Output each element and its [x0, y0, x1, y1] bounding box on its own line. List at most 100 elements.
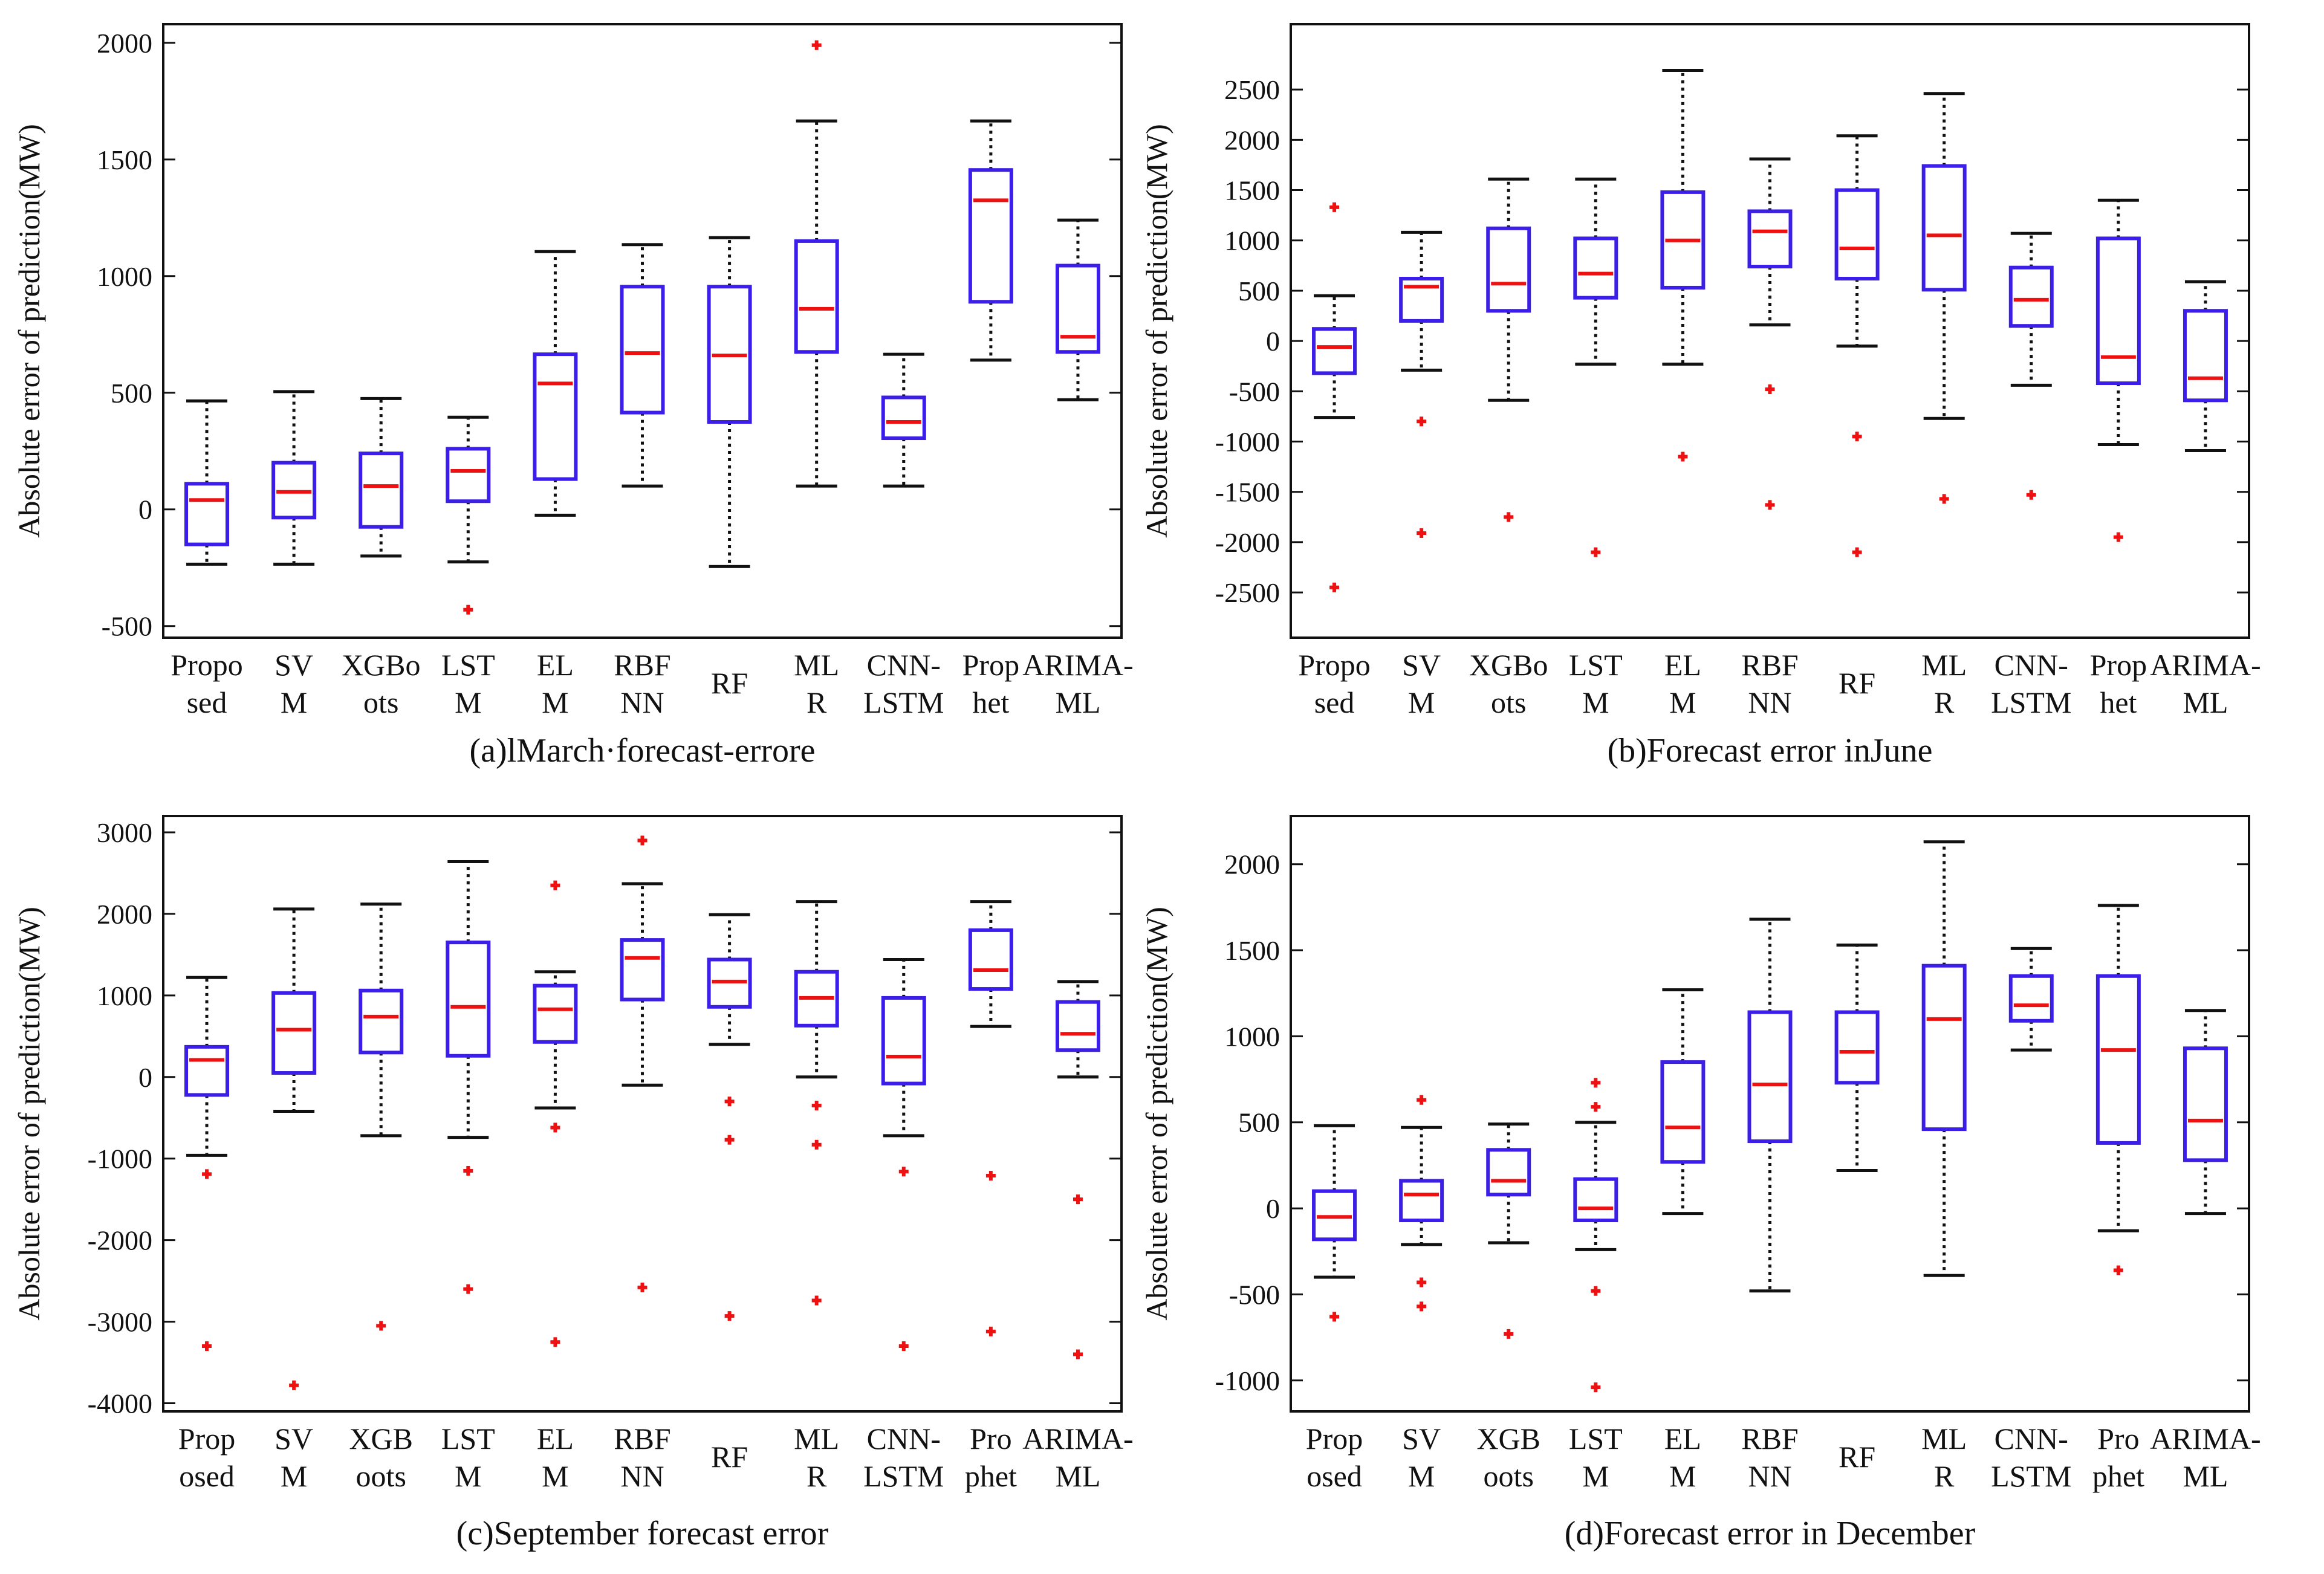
outlier-marker [376, 1321, 386, 1331]
panel-caption: (d)Forecast error in December [1565, 1515, 1976, 1552]
outlier-marker [463, 1284, 473, 1294]
outlier-marker [1852, 547, 1862, 557]
outlier-marker [289, 1380, 299, 1390]
iqr-box [1747, 209, 1793, 269]
iqr-box [1660, 1060, 1706, 1164]
x-category-label: CNN-LSTM [1991, 1422, 2071, 1493]
x-category-label: RF [711, 1440, 748, 1474]
x-category-label: SV M [274, 648, 313, 719]
iqr-box [2183, 309, 2228, 403]
outlier-marker [2113, 1265, 2123, 1275]
x-category-label: ML R [1921, 1422, 1967, 1493]
outlier-marker [2026, 490, 2036, 500]
outlier-marker [985, 1171, 996, 1181]
iqr-box [1486, 226, 1531, 313]
x-category-label: LST M [441, 1422, 495, 1493]
y-tick-label: 500 [111, 378, 152, 409]
outlier-marker [898, 1167, 909, 1177]
box-2: SV M [1399, 230, 1444, 719]
x-category-label: RBF NN [1741, 648, 1799, 719]
iqr-box [1573, 1177, 1618, 1223]
iqr-box [968, 168, 1013, 304]
y-tick-label: 0 [1266, 326, 1280, 357]
x-category-label: CNN-LSTM [863, 1422, 944, 1493]
x-category-label: EL M [1664, 648, 1701, 719]
outlier-marker [463, 604, 473, 615]
y-axis-title: Absolute error of prediction(MW) [12, 124, 46, 538]
y-axis-title: Absolute error of prediction(MW) [1140, 124, 1173, 538]
outlier-marker [1591, 1078, 1601, 1088]
box-7: RF [1834, 944, 1880, 1474]
box-11: ARIMA-ML [1022, 218, 1134, 719]
outlier-marker [1073, 1194, 1083, 1205]
outlier-marker [811, 1101, 822, 1111]
iqr-box [184, 1044, 230, 1097]
y-tick-label: 500 [1238, 1107, 1280, 1138]
iqr-box [2183, 1046, 2228, 1162]
y-axis-title: Absolute error of prediction(MW) [12, 907, 46, 1321]
iqr-box [359, 988, 404, 1055]
plot-frame [1290, 23, 2250, 639]
iqr-box [446, 941, 491, 1058]
y-tick-label: 1000 [1224, 225, 1280, 256]
box-5: EL M [1660, 69, 1706, 719]
x-category-label: RF [1839, 666, 1875, 700]
outlier-marker [811, 1295, 822, 1306]
outlier-marker [550, 880, 560, 890]
box-4: LST M [441, 860, 495, 1493]
outlier-marker [2113, 532, 2123, 542]
outlier-marker [1329, 582, 1340, 592]
y-tick-label: 2500 [1224, 74, 1280, 105]
outlier-marker [1417, 528, 1427, 538]
iqr-box [881, 996, 926, 1086]
panel-caption: (b)Forecast error inJune [1607, 732, 1932, 769]
box-2: SV M [271, 907, 317, 1493]
outlier-marker [1678, 452, 1688, 462]
y-axis-title: Absolute error of prediction(MW) [1140, 907, 1173, 1321]
y-tick-label: 0 [138, 494, 152, 525]
outlier-marker [637, 835, 648, 846]
y-tick-label: 2000 [97, 28, 152, 59]
iqr-box [1055, 1000, 1100, 1052]
y-tick-label: -2500 [1215, 577, 1280, 608]
iqr-box [359, 452, 404, 529]
outlier-marker [1417, 1095, 1427, 1105]
iqr-box [1834, 188, 1880, 280]
chart-panel-1: -500 0 500 1000 1500 2000 Absolute error of pr… [12, 23, 1134, 769]
y-tick-label: -500 [1229, 1279, 1280, 1310]
chart-panel-2: -2500 -2000 -1500 -1000 -500 0 500 1000 1500 2000… [1140, 23, 2261, 769]
box-5: EL M [533, 250, 578, 719]
outlier-marker [550, 1122, 560, 1133]
box-5: EL M [1660, 988, 1706, 1493]
box-8: ML R [1921, 840, 1967, 1493]
x-category-label: EL M [537, 648, 574, 719]
outlier-marker [811, 40, 822, 50]
box-6: RBF NN [1741, 157, 1799, 719]
y-tick-label: 2000 [1224, 849, 1280, 880]
iqr-box [2095, 236, 2141, 386]
iqr-box [2008, 974, 2054, 1023]
box-7: RF [707, 913, 752, 1474]
x-category-label: CNN-LSTM [863, 648, 944, 719]
iqr-box [2095, 974, 2141, 1145]
plot-frame [162, 23, 1123, 639]
iqr-box [620, 285, 665, 415]
y-tick-label: 1000 [97, 261, 152, 292]
box-7: RF [1834, 134, 1880, 700]
y-tick-label: -1000 [1215, 427, 1280, 458]
x-category-label: EL M [537, 1422, 574, 1493]
iqr-box [1747, 1010, 1793, 1144]
